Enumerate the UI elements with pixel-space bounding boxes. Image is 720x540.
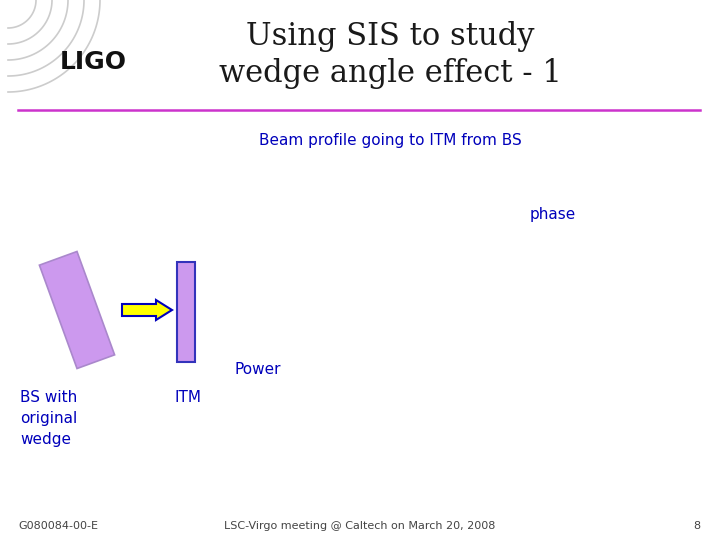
Text: Power: Power xyxy=(235,362,282,377)
Text: 8: 8 xyxy=(693,521,700,531)
Text: phase: phase xyxy=(530,207,576,222)
Text: Using SIS to study
wedge angle effect - 1: Using SIS to study wedge angle effect - … xyxy=(219,21,562,89)
Text: Beam profile going to ITM from BS: Beam profile going to ITM from BS xyxy=(258,132,521,147)
Text: LSC-Virgo meeting @ Caltech on March 20, 2008: LSC-Virgo meeting @ Caltech on March 20,… xyxy=(225,521,495,531)
Polygon shape xyxy=(40,252,114,368)
Text: LIGO: LIGO xyxy=(60,50,127,74)
Text: G080084-00-E: G080084-00-E xyxy=(18,521,98,531)
Bar xyxy=(177,262,195,362)
Text: BS with
original
wedge: BS with original wedge xyxy=(20,390,77,447)
FancyArrow shape xyxy=(122,300,172,320)
Text: ITM: ITM xyxy=(175,390,202,405)
